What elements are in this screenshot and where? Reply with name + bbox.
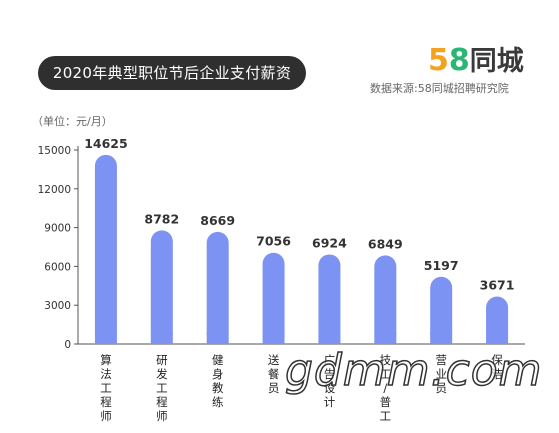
bar	[374, 255, 397, 344]
bar-value-label: 6924	[312, 235, 347, 250]
bar-base	[374, 332, 397, 344]
y-tick-label: 15000	[38, 145, 71, 157]
bar	[94, 154, 117, 344]
chart-title: 2020年典型职位节后企业支付薪资	[38, 56, 306, 90]
logo-digit-8: 8	[448, 43, 470, 78]
bar-value-label: 8782	[144, 211, 179, 226]
x-category-label: 营业员	[435, 353, 447, 395]
data-source: 数据来源:58同城招聘研究院	[370, 82, 509, 95]
y-tick-label: 0	[64, 339, 71, 351]
y-tick-label: 6000	[44, 261, 71, 273]
bar	[262, 252, 285, 344]
bar-base	[206, 332, 229, 344]
bar-base	[262, 332, 285, 344]
bar	[430, 276, 453, 344]
x-category-label: 送餐员	[268, 353, 280, 395]
bar-value-label: 14625	[84, 136, 128, 151]
bar-value-label: 7056	[256, 234, 291, 249]
y-tick-label: 12000	[38, 184, 71, 196]
x-category-label: 健身教练	[212, 353, 224, 409]
logo-58tongcheng: 58同城	[428, 44, 524, 79]
bar-value-label: 6849	[368, 236, 403, 251]
logo-text: 同城	[469, 46, 524, 77]
bar	[206, 231, 229, 344]
bar-base	[318, 332, 341, 344]
x-category-label: 广告设计	[324, 353, 336, 409]
y-tick-label: 9000	[44, 223, 71, 235]
bar-value-label: 8669	[200, 213, 235, 228]
bar-base	[486, 332, 509, 344]
bar-value-label: 5197	[424, 258, 459, 273]
bar-base	[430, 332, 453, 344]
bar-base	[150, 332, 173, 344]
bar	[318, 254, 341, 344]
bar	[150, 230, 173, 344]
bar-value-label: 3671	[480, 278, 515, 293]
x-category-label: 算法工程师	[100, 353, 112, 423]
y-axis-unit-label: （单位：元/月）	[32, 115, 113, 128]
x-category-label: 技工/普工	[380, 353, 392, 423]
watermark: gdmm.com	[284, 344, 543, 397]
y-tick-label: 3000	[44, 300, 71, 312]
x-category-label: 保洁	[491, 353, 503, 381]
bar-base	[94, 332, 117, 344]
x-category-label: 研发工程师	[156, 353, 168, 423]
logo-digit-5: 5	[428, 43, 449, 78]
